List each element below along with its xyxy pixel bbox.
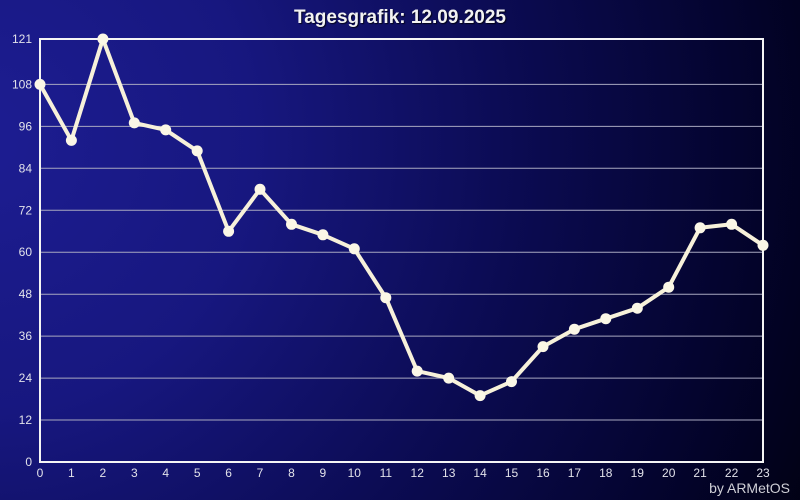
data-point-marker [411,365,423,377]
data-point-marker [726,218,738,230]
x-axis-tick-label: 20 [662,466,676,480]
data-point-marker [506,376,517,388]
data-line [38,37,765,398]
y-axis-tick-label: 108 [12,77,32,91]
data-point-marker [568,323,580,335]
x-axis-tick-label: 9 [320,466,327,480]
x-axis-tick-label: 22 [725,466,739,480]
y-axis-tick-label: 121 [12,32,32,46]
x-axis-tick-label: 2 [100,466,107,480]
data-point-marker [537,341,549,353]
x-axis-tick-label: 15 [505,466,519,480]
data-point-marker [663,281,675,293]
data-point-marker [160,124,172,136]
x-axis-tick-label: 12 [411,466,425,480]
data-point-marker [631,302,643,314]
y-axis-tick-label: 48 [19,287,33,301]
x-axis-tick-label: 3 [131,466,138,480]
x-axis-tick-label: 19 [631,466,645,480]
y-axis-tick-label: 24 [19,371,33,385]
data-point-marker [254,183,266,195]
x-axis-tick-label: 14 [473,466,487,480]
x-axis-tick-label: 5 [194,466,201,480]
credit-text: by ARMetOS [709,480,790,496]
x-axis-tick-label: 4 [162,466,169,480]
x-axis-tick-label: 6 [225,466,232,480]
x-axis-tick-label: 17 [568,466,582,480]
data-point-marker [191,145,203,157]
x-axis-tick-label: 7 [257,466,264,480]
x-axis-tick-label: 11 [380,466,393,480]
data-point-marker [317,229,329,241]
y-axis-tick-label: 12 [19,413,33,427]
x-axis-tick-label: 8 [288,466,295,480]
y-axis-tick-label: 72 [19,203,33,217]
data-point-marker [474,390,486,402]
data-point-marker [380,292,392,304]
chart-title: Tagesgrafik: 12.09.2025 [294,7,506,28]
x-axis-tick-label: 1 [68,466,75,480]
x-axis-tick-label: 10 [348,466,362,480]
data-point-marker [34,78,46,90]
data-point-marker [443,372,455,384]
data-point-marker [348,243,360,255]
data-point-marker [757,239,769,251]
y-axis-tick-label: 96 [19,119,33,133]
data-point-marker [97,33,109,45]
data-point-marker [694,222,706,234]
y-axis-tick-label: 0 [25,455,32,469]
x-axis-tick-label: 16 [536,466,550,480]
x-axis-tick-label: 0 [37,466,44,480]
x-axis-tick-label: 23 [756,466,770,480]
data-point-marker [286,218,297,230]
y-axis-tick-label: 60 [19,245,33,259]
x-axis-tick-label: 13 [442,466,456,480]
y-axis-tick-label: 84 [19,161,33,175]
y-axis-tick-label: 36 [19,329,33,343]
data-point-marker [65,134,77,146]
plot-border [39,38,764,463]
data-point-marker [600,313,612,325]
data-point-marker [128,117,140,129]
x-axis-tick-label: 18 [599,466,613,480]
data-point-marker [223,225,235,237]
x-axis-tick-label: 21 [693,466,707,480]
